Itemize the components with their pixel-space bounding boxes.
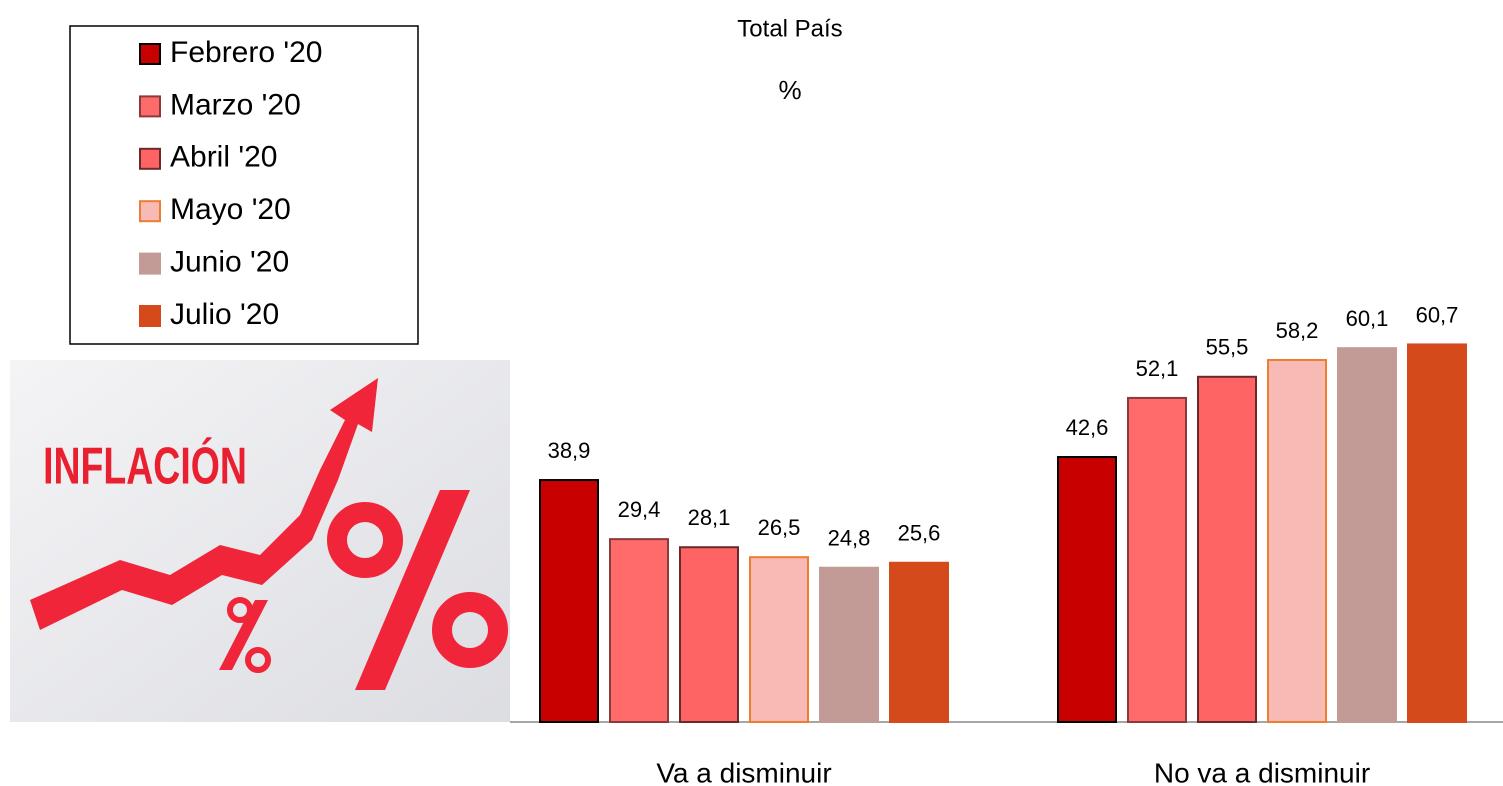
legend-box <box>70 26 418 344</box>
data-label: 24,8 <box>828 526 871 551</box>
bar <box>540 480 598 722</box>
bar <box>610 539 668 722</box>
data-label: 29,4 <box>618 497 661 522</box>
bar <box>750 557 808 722</box>
chart-title: Total País <box>737 15 842 42</box>
bar <box>680 547 738 722</box>
legend-label: Febrero '20 <box>170 36 322 69</box>
x-tick-label: Va a disminuir <box>656 757 831 786</box>
data-label: 26,5 <box>758 515 801 540</box>
legend-label: Julio '20 <box>170 298 279 331</box>
legend-label: Abril '20 <box>170 141 277 174</box>
bar <box>890 563 948 722</box>
chart-subtitle: % <box>778 75 801 105</box>
legend-label: Junio '20 <box>170 246 289 279</box>
data-label: 42,6 <box>1066 415 1109 440</box>
data-label: 60,7 <box>1416 302 1459 327</box>
bar <box>1408 344 1466 722</box>
legend-swatch <box>140 254 160 274</box>
data-label: 52,1 <box>1136 356 1179 381</box>
bar <box>1128 398 1186 722</box>
data-label: 25,6 <box>898 521 941 546</box>
data-label: 38,9 <box>548 438 591 463</box>
legend-swatch <box>140 149 160 169</box>
legend-swatch <box>140 96 160 116</box>
illustration: INFLACIÓN <box>10 360 510 722</box>
legend-swatch <box>140 306 160 326</box>
illustration-text: INFLACIÓN <box>43 436 247 496</box>
bar <box>1338 348 1396 722</box>
legend-swatch <box>140 201 160 221</box>
data-label: 60,1 <box>1346 306 1389 331</box>
legend-swatch <box>140 44 160 64</box>
chart: INFLACIÓN Total País % Febrero '20 Marzo … <box>0 0 1503 786</box>
bar <box>1058 457 1116 722</box>
data-label: 58,2 <box>1276 318 1319 343</box>
legend-label: Mayo '20 <box>170 193 291 226</box>
legend-label: Marzo '20 <box>170 88 301 121</box>
data-label: 28,1 <box>688 505 731 530</box>
data-label: 55,5 <box>1206 335 1249 360</box>
bar <box>1198 377 1256 722</box>
x-tick-label: No va a disminuir <box>1154 757 1370 786</box>
bar <box>820 568 878 722</box>
bar <box>1268 360 1326 722</box>
